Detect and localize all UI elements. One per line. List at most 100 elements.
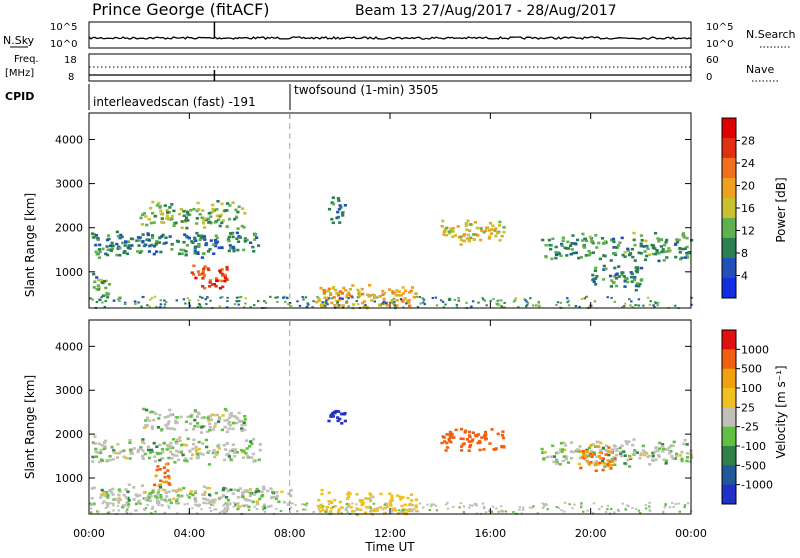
echo-cell xyxy=(554,245,558,249)
echo-cell xyxy=(561,239,565,242)
echo-cell xyxy=(243,237,247,240)
echo-cell xyxy=(184,444,188,447)
echo-cell xyxy=(613,459,617,462)
ground-scatter-cell xyxy=(422,301,425,304)
echo-cell xyxy=(95,276,99,279)
echo-cell xyxy=(574,251,578,255)
ground-scatter-cell xyxy=(303,503,306,506)
echo-cell xyxy=(164,241,168,245)
ground-scatter-cell xyxy=(287,303,290,306)
ground-scatter-cell xyxy=(347,305,350,308)
echo-cell xyxy=(248,445,252,448)
echo-cell xyxy=(576,238,580,242)
echo-cell xyxy=(162,221,166,225)
echo-cell xyxy=(137,244,141,247)
echo-cell xyxy=(612,444,616,447)
echo-cell xyxy=(476,234,480,237)
echo-cell xyxy=(360,287,364,291)
ground-scatter-cell xyxy=(582,510,585,513)
echo-cell xyxy=(340,212,345,215)
echo-cell xyxy=(246,454,250,458)
echo-cell xyxy=(632,231,636,235)
echo-cell xyxy=(201,442,205,445)
echo-cell xyxy=(331,196,335,199)
echo-cell xyxy=(585,448,589,452)
echo-cell xyxy=(556,451,560,454)
ground-scatter-cell xyxy=(175,502,178,505)
echo-cell xyxy=(389,504,393,507)
echo-cell xyxy=(91,460,95,463)
echo-cell xyxy=(612,281,616,284)
echo-cell xyxy=(319,506,324,509)
echo-cell xyxy=(248,488,252,491)
ground-scatter-cell xyxy=(336,302,339,305)
echo-cell xyxy=(394,508,398,512)
echo-cell xyxy=(345,295,349,299)
echo-cell xyxy=(243,415,247,418)
ground-scatter-cell xyxy=(218,305,221,308)
echo-cell xyxy=(251,245,255,249)
echo-cell xyxy=(196,422,200,425)
echo-cell xyxy=(95,253,99,256)
echo-cell xyxy=(315,300,319,304)
echo-cell xyxy=(263,506,267,510)
echo-cell xyxy=(180,220,184,223)
echo-cell xyxy=(147,217,151,221)
ground-scatter-cell xyxy=(631,507,634,510)
colorbar-swatch xyxy=(722,407,736,428)
ground-scatter-cell xyxy=(201,296,204,299)
freq-label: Freq. xyxy=(14,54,39,65)
echo-cell xyxy=(201,209,205,212)
echo-cell xyxy=(219,271,223,274)
echo-cell xyxy=(159,250,163,254)
echo-cell xyxy=(202,501,206,505)
ground-scatter-cell xyxy=(671,501,674,504)
ground-scatter-cell xyxy=(662,511,665,514)
echo-cell xyxy=(220,428,224,432)
echo-cell xyxy=(165,217,169,220)
ground-scatter-cell xyxy=(628,298,631,301)
echo-cell xyxy=(160,428,164,431)
echo-cell xyxy=(127,499,131,502)
echo-cell xyxy=(169,427,174,430)
echo-cell xyxy=(632,278,636,282)
echo-cell xyxy=(149,221,153,225)
echo-cell xyxy=(193,249,197,252)
ground-scatter-cell xyxy=(457,299,460,302)
ground-scatter-cell xyxy=(369,507,372,510)
echo-cell xyxy=(104,252,108,256)
echo-cell xyxy=(610,464,614,467)
echo-cell xyxy=(391,290,395,293)
echo-cell xyxy=(210,283,215,286)
echo-cell xyxy=(640,278,644,281)
echo-cell xyxy=(448,436,452,439)
echo-cell xyxy=(370,299,374,302)
echo-cell xyxy=(681,233,685,237)
echo-cell xyxy=(217,420,221,424)
echo-cell xyxy=(626,280,630,284)
echo-cell xyxy=(588,452,593,456)
echo-cell xyxy=(148,244,152,248)
echo-cell xyxy=(157,492,161,496)
echo-cell xyxy=(398,495,402,499)
ground-scatter-cell xyxy=(139,502,142,505)
ground-scatter-cell xyxy=(236,300,239,303)
echo-cell xyxy=(225,225,229,229)
echo-cell xyxy=(467,239,471,243)
echo-cell xyxy=(221,414,225,417)
echo-cell xyxy=(341,304,345,307)
ground-scatter-cell xyxy=(244,297,247,300)
echo-cell xyxy=(544,243,548,247)
echo-cell xyxy=(371,509,375,513)
echo-cell xyxy=(443,440,447,443)
echo-cell xyxy=(364,497,368,500)
ground-scatter-cell xyxy=(351,296,354,299)
echo-cell xyxy=(159,209,163,213)
ground-scatter-cell xyxy=(229,503,232,505)
ground-scatter-cell xyxy=(568,503,571,506)
ground-scatter-cell xyxy=(381,508,385,511)
ground-scatter-cell xyxy=(307,303,310,306)
ground-scatter-cell xyxy=(133,300,137,303)
echo-cell xyxy=(140,213,145,217)
echo-cell xyxy=(97,286,101,290)
